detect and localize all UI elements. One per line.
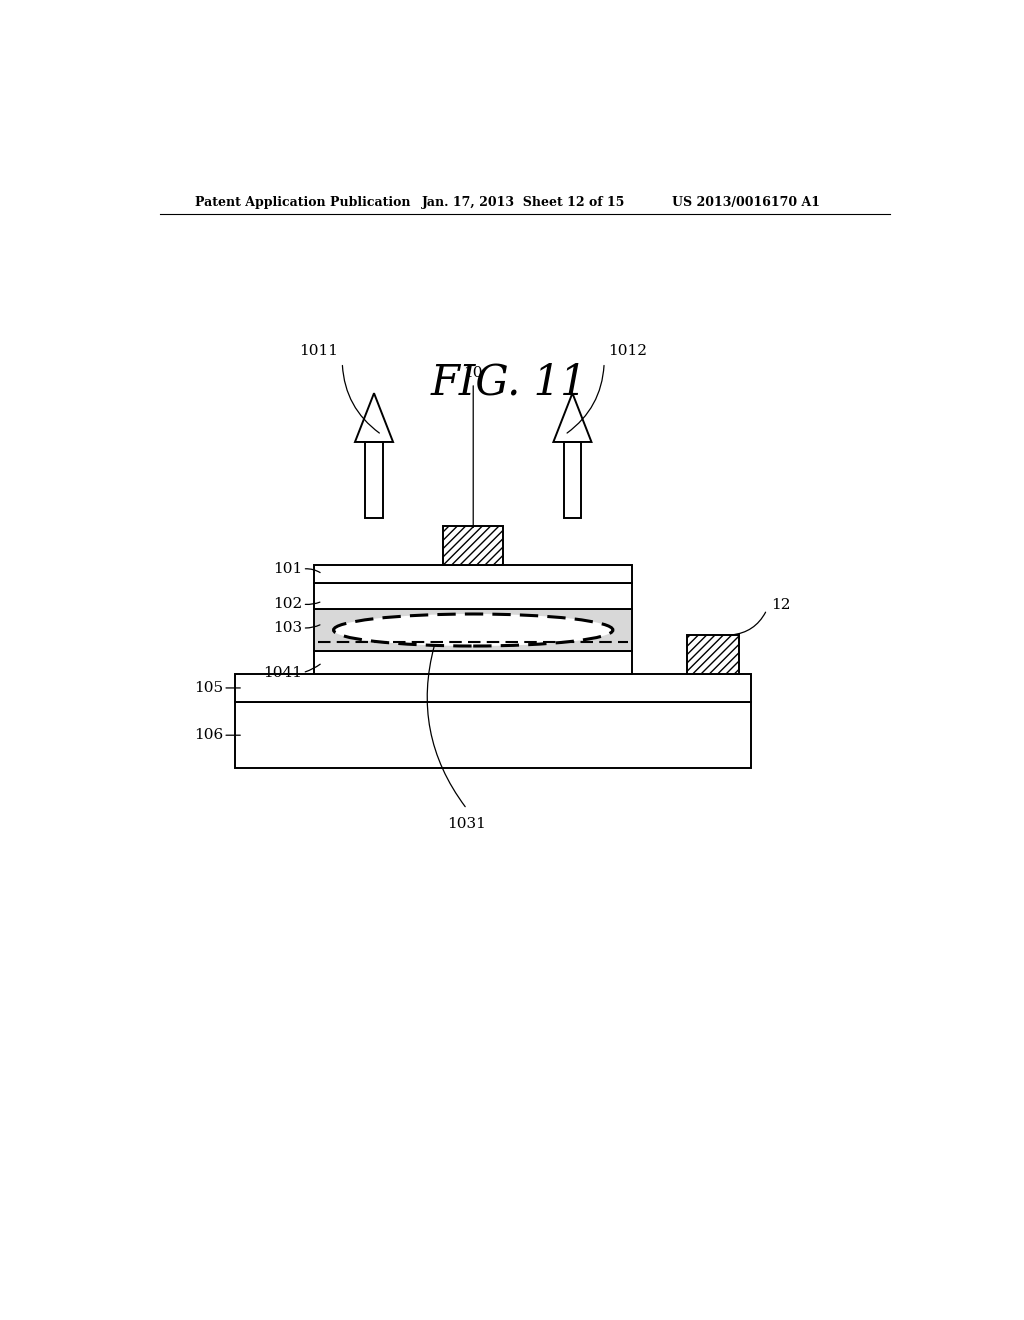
Bar <box>687 635 739 673</box>
Text: 1012: 1012 <box>608 343 647 358</box>
Text: 1041: 1041 <box>263 665 303 680</box>
Text: 101: 101 <box>273 562 303 576</box>
Bar <box>314 651 632 673</box>
Text: Jan. 17, 2013  Sheet 12 of 15: Jan. 17, 2013 Sheet 12 of 15 <box>422 195 625 209</box>
Text: 106: 106 <box>194 729 223 742</box>
Bar <box>563 442 582 519</box>
Text: 12: 12 <box>771 598 791 611</box>
Text: 10: 10 <box>464 366 483 380</box>
Bar <box>236 673 751 702</box>
Polygon shape <box>553 393 592 442</box>
Bar <box>314 583 632 609</box>
Text: 105: 105 <box>195 681 223 694</box>
Ellipse shape <box>334 614 613 645</box>
Text: US 2013/0016170 A1: US 2013/0016170 A1 <box>672 195 819 209</box>
Bar <box>236 702 751 768</box>
Text: 1011: 1011 <box>299 343 338 358</box>
Bar <box>443 527 503 565</box>
Text: 103: 103 <box>273 620 303 635</box>
Text: Patent Application Publication: Patent Application Publication <box>196 195 411 209</box>
Text: 102: 102 <box>273 597 303 611</box>
Polygon shape <box>355 393 393 442</box>
Text: 1031: 1031 <box>447 817 486 832</box>
Text: FIG. 11: FIG. 11 <box>431 360 587 403</box>
Bar <box>314 565 632 583</box>
Bar <box>366 442 383 519</box>
Bar <box>314 609 632 651</box>
